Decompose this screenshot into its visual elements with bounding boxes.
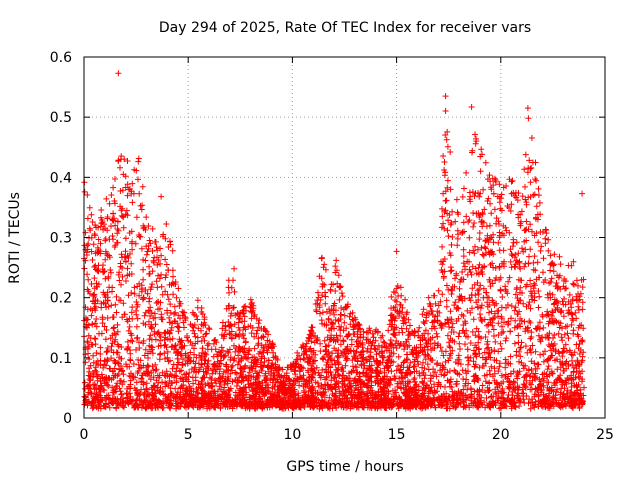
outlier-point	[442, 93, 449, 100]
tick-labels: 0 5 10 15 20 25 0 0.1 0.2 0.3 0.4 0.5 0.6	[50, 50, 614, 443]
outlier-point	[333, 257, 340, 264]
x-tick-label: 5	[184, 427, 193, 443]
data-points	[81, 70, 587, 412]
x-tick-label: 20	[492, 427, 510, 443]
y-tick-label: 0.3	[50, 231, 72, 247]
outlier-point	[393, 248, 400, 255]
axis-ticks	[83, 56, 606, 419]
y-tick-label: 0.1	[50, 351, 72, 367]
y-tick-label: 0	[63, 411, 72, 427]
outlier-point	[231, 265, 238, 272]
chart-title: Day 294 of 2025, Rate Of TEC Index for r…	[159, 20, 531, 36]
y-tick-label: 0.5	[50, 110, 72, 126]
outlier-point	[468, 103, 475, 110]
outlier-point	[318, 255, 325, 262]
y-tick-label: 0.4	[50, 170, 72, 186]
roti-points-cloud	[81, 108, 587, 412]
grid-lines	[84, 57, 605, 418]
x-tick-label: 10	[283, 427, 301, 443]
outlier-point	[524, 105, 531, 112]
y-tick-label: 0.2	[50, 291, 72, 307]
x-tick-label: 25	[596, 427, 614, 443]
x-tick-label: 15	[388, 427, 406, 443]
outlier-point	[115, 70, 122, 77]
x-tick-label: 0	[80, 427, 89, 443]
outlier-point	[158, 193, 165, 200]
y-axis-label: ROTI / TECUs	[7, 192, 23, 284]
y-tick-label: 0.6	[50, 50, 72, 66]
outlier-point	[579, 190, 586, 197]
x-axis-label: GPS time / hours	[286, 459, 403, 475]
